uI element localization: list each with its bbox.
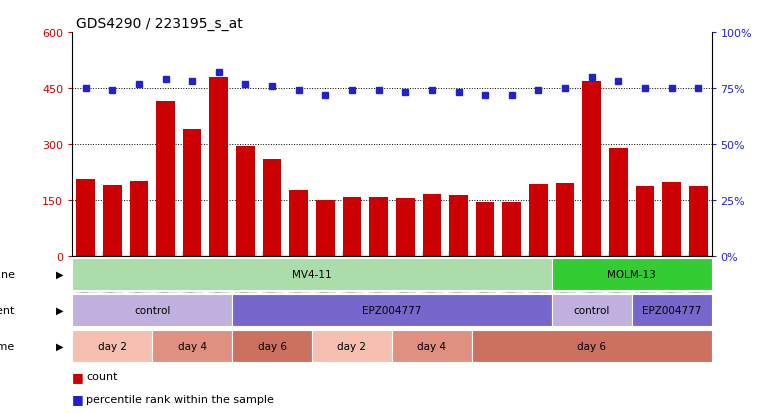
Bar xyxy=(129,182,148,256)
Bar xyxy=(72,294,232,326)
Text: day 4: day 4 xyxy=(417,341,447,351)
Bar xyxy=(236,147,255,256)
Text: percentile rank within the sample: percentile rank within the sample xyxy=(86,394,274,404)
Bar xyxy=(76,180,95,256)
Bar xyxy=(582,81,601,256)
Bar xyxy=(369,197,388,256)
Bar xyxy=(183,130,202,256)
Bar xyxy=(396,198,415,256)
Bar xyxy=(232,294,552,326)
Bar xyxy=(635,186,654,256)
Bar xyxy=(449,196,468,256)
Bar xyxy=(103,185,122,256)
Bar xyxy=(502,203,521,256)
Bar xyxy=(209,78,228,256)
Text: GDS4290 / 223195_s_at: GDS4290 / 223195_s_at xyxy=(76,17,243,31)
Bar xyxy=(556,183,575,256)
Text: ■: ■ xyxy=(72,370,84,383)
Text: MV4-11: MV4-11 xyxy=(292,269,332,280)
Bar xyxy=(422,195,441,256)
Text: agent: agent xyxy=(0,305,15,316)
Bar xyxy=(552,294,632,326)
Bar xyxy=(609,148,628,256)
Text: day 6: day 6 xyxy=(257,341,287,351)
Bar xyxy=(472,330,712,362)
Text: ▶: ▶ xyxy=(56,305,63,316)
Bar xyxy=(689,186,708,256)
Text: day 2: day 2 xyxy=(97,341,127,351)
Bar xyxy=(289,191,308,256)
Bar xyxy=(476,203,495,256)
Text: EPZ004777: EPZ004777 xyxy=(642,305,702,316)
Text: day 6: day 6 xyxy=(577,341,607,351)
Text: day 4: day 4 xyxy=(177,341,207,351)
Text: control: control xyxy=(134,305,170,316)
Bar xyxy=(156,102,175,256)
Bar xyxy=(72,330,152,362)
Bar xyxy=(392,330,472,362)
Text: EPZ004777: EPZ004777 xyxy=(362,305,422,316)
Text: count: count xyxy=(86,371,117,381)
Bar xyxy=(152,330,232,362)
Bar xyxy=(662,183,681,256)
Bar xyxy=(529,185,548,256)
Text: MOLM-13: MOLM-13 xyxy=(607,269,656,280)
Bar xyxy=(552,259,712,290)
Text: time: time xyxy=(0,341,15,351)
Bar xyxy=(342,197,361,256)
Text: cell line: cell line xyxy=(0,269,15,280)
Bar xyxy=(72,259,552,290)
Bar xyxy=(632,294,712,326)
Bar xyxy=(263,159,282,256)
Bar xyxy=(312,330,392,362)
Text: control: control xyxy=(574,305,610,316)
Text: day 2: day 2 xyxy=(337,341,367,351)
Bar xyxy=(316,200,335,256)
Text: ■: ■ xyxy=(72,392,84,406)
Text: ▶: ▶ xyxy=(56,269,63,280)
Text: ▶: ▶ xyxy=(56,341,63,351)
Bar xyxy=(232,330,312,362)
